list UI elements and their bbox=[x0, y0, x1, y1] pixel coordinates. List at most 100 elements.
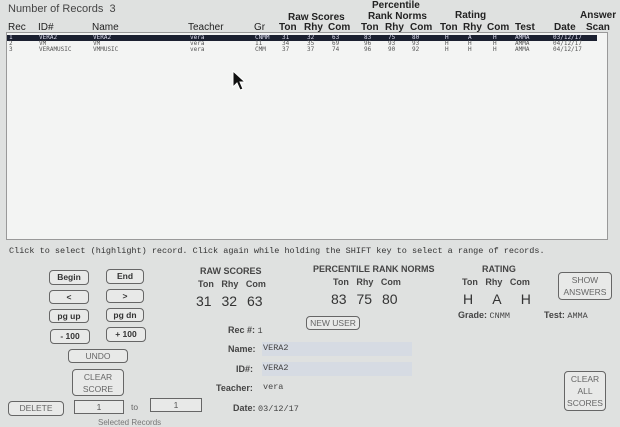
cell-pct-rhy: 90 bbox=[388, 46, 396, 53]
teacher-label: Teacher: bbox=[216, 383, 253, 393]
column-header-ton: Ton bbox=[279, 22, 297, 33]
rating-title: RATING bbox=[482, 264, 516, 274]
delete-button[interactable]: DELETE bbox=[8, 401, 64, 416]
percentile-title: PERCENTILE RANK NORMS bbox=[313, 264, 435, 274]
name-label: Name: bbox=[228, 344, 256, 354]
cell-rating-rhy: H bbox=[468, 46, 472, 53]
id-label: ID#: bbox=[236, 364, 254, 374]
cell-pct-com: 93 bbox=[412, 40, 420, 47]
rating-com-label: Com bbox=[509, 277, 530, 287]
page-down-button[interactable]: pg dn bbox=[106, 308, 144, 322]
table-row[interactable]: 1 VERA2 VERA2 vera CNMM 31 32 63 83 75 80 H A H AMMA 03… bbox=[7, 35, 597, 41]
cell-pct-ton: 96 bbox=[364, 46, 372, 53]
raw-ton-label: Ton bbox=[198, 279, 214, 289]
cell-test: AMMA bbox=[515, 46, 530, 53]
column-header-rec: Rec bbox=[8, 22, 26, 33]
rec-number: Rec #: 1 bbox=[228, 325, 263, 336]
page-up-button[interactable]: pg up bbox=[49, 309, 89, 323]
header-raw-scores: Raw Scores bbox=[288, 12, 345, 23]
table-row[interactable]: 2 VM VM vera 11 34 35 69 96 93 93 H H H AMMA 04/12/17 bbox=[7, 41, 597, 47]
cell-rating-ton: H bbox=[445, 46, 449, 53]
grade: Grade: CNMM bbox=[458, 310, 510, 321]
cell-raw-ton: 34 bbox=[282, 40, 290, 47]
raw-score-values: 31 32 63 bbox=[196, 293, 263, 309]
teacher-field[interactable]: vera bbox=[263, 382, 284, 392]
column-header-test: Test bbox=[515, 22, 535, 33]
cell-rating-com: H bbox=[493, 46, 497, 53]
column-header-date: Date bbox=[554, 22, 576, 33]
cell-rating-ton: H bbox=[445, 34, 449, 41]
column-header-com: Com bbox=[410, 22, 433, 33]
cell-date: 03/12/17 bbox=[553, 34, 582, 41]
cell-test: AMMA bbox=[515, 34, 530, 41]
plus-100-button[interactable]: + 100 bbox=[106, 327, 146, 342]
clear-all-scores-button[interactable]: CLEAR ALL SCORES bbox=[564, 371, 606, 411]
hint-text: Click to select (highlight) record. Clic… bbox=[9, 246, 545, 256]
previous-button[interactable]: < bbox=[49, 290, 89, 304]
cell-rating-ton: H bbox=[445, 40, 449, 47]
records-list[interactable]: 1 VERA2 VERA2 vera CNMM 31 32 63 83 75 80 H A H AMMA 03… bbox=[6, 32, 608, 240]
cell-rec: 1 bbox=[9, 34, 13, 41]
undo-button[interactable]: UNDO bbox=[68, 349, 128, 363]
range-to-input[interactable]: 1 bbox=[150, 398, 202, 412]
test: Test: AMMA bbox=[544, 310, 588, 321]
cell-pct-rhy: 93 bbox=[388, 40, 396, 47]
cell-gr: CMM bbox=[255, 46, 266, 53]
column-header-ton: Ton bbox=[440, 22, 458, 33]
header-rating: Rating bbox=[455, 10, 487, 21]
cell-raw-rhy: 32 bbox=[307, 34, 315, 41]
cell-test: AMMA bbox=[515, 40, 530, 47]
range-to-label: to bbox=[131, 402, 139, 412]
percentile-values: 83 75 80 bbox=[331, 291, 398, 307]
cell-id: VM bbox=[39, 40, 47, 47]
cell-rec: 3 bbox=[9, 46, 13, 53]
cell-gr: 11 bbox=[255, 40, 263, 47]
cell-name: VMMUSIC bbox=[93, 46, 119, 53]
raw-scores-title: RAW SCORES bbox=[200, 266, 262, 276]
cell-teacher: vera bbox=[190, 46, 205, 53]
cell-pct-ton: 83 bbox=[364, 34, 372, 41]
column-header-rhy: Rhy bbox=[304, 22, 323, 33]
cell-raw-com: 63 bbox=[332, 34, 340, 41]
cell-rating-com: H bbox=[493, 34, 497, 41]
cell-id: VERAMUSIC bbox=[39, 46, 72, 53]
id-field[interactable]: VERA2 bbox=[262, 362, 412, 376]
header-rank-norms: Rank Norms bbox=[368, 11, 427, 22]
cell-raw-ton: 37 bbox=[282, 46, 290, 53]
column-header-rhy: Rhy bbox=[463, 22, 482, 33]
column-header-com: Com bbox=[487, 22, 510, 33]
pct-com-label: Com bbox=[380, 277, 401, 287]
minus-100-button[interactable]: - 100 bbox=[50, 329, 90, 344]
raw-rhy-label: Rhy bbox=[221, 279, 239, 289]
column-header-teacher: Teacher bbox=[188, 22, 224, 33]
clear-score-button[interactable]: CLEAR SCORE bbox=[72, 369, 124, 396]
pct-ton-label: Ton bbox=[333, 277, 349, 287]
cell-pct-rhy: 75 bbox=[388, 34, 396, 41]
range-from-input[interactable]: 1 bbox=[74, 400, 124, 414]
name-field[interactable]: VERA2 bbox=[262, 342, 412, 356]
cell-raw-ton: 31 bbox=[282, 34, 290, 41]
cell-pct-ton: 96 bbox=[364, 40, 372, 47]
column-header-rhy: Rhy bbox=[385, 22, 404, 33]
cell-rating-com: H bbox=[493, 40, 497, 47]
rating-rhy-label: Rhy bbox=[485, 277, 503, 287]
date: Date: 03/12/17 bbox=[233, 403, 299, 414]
rating-values: H A H bbox=[463, 291, 531, 307]
column-header-com: Com bbox=[328, 22, 351, 33]
cell-rating-rhy: A bbox=[468, 34, 472, 41]
cell-rec: 2 bbox=[9, 40, 13, 47]
table-row[interactable]: 3 VERAMUSIC VMMUSIC vera CMM 37 37 74 96 90 92 H H H A… bbox=[7, 47, 597, 53]
mouse-cursor-icon bbox=[232, 70, 246, 91]
cell-name: VM bbox=[93, 40, 101, 47]
next-button[interactable]: > bbox=[106, 289, 144, 303]
cell-name: VERA2 bbox=[93, 34, 112, 41]
cell-date: 04/12/17 bbox=[553, 40, 582, 47]
begin-button[interactable]: Begin bbox=[49, 270, 89, 285]
end-button[interactable]: End bbox=[106, 269, 144, 284]
cell-raw-rhy: 35 bbox=[307, 40, 315, 47]
cell-pct-com: 80 bbox=[412, 34, 420, 41]
new-user-button[interactable]: NEW USER bbox=[306, 316, 360, 330]
show-answers-button[interactable]: SHOW ANSWERS bbox=[558, 272, 612, 300]
header-percentile: Percentile bbox=[372, 0, 420, 11]
cell-teacher: vera bbox=[190, 34, 205, 41]
